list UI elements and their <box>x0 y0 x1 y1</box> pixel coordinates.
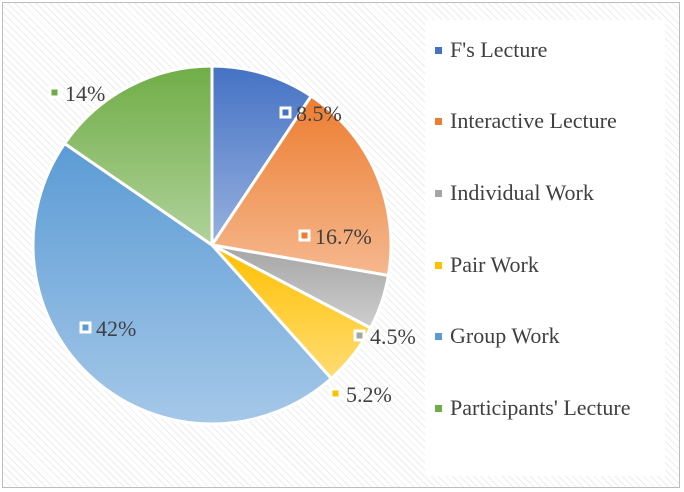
legend-item-interactive-lecture: Interactive Lecture <box>435 108 660 134</box>
legend-swatch-pair-work <box>435 262 442 269</box>
data-label-pair-work: 5.2% <box>346 382 392 407</box>
legend-label-individual-work: Individual Work <box>450 180 594 205</box>
data-label-key-interactive-lecture <box>298 229 311 242</box>
legend-label-interactive-lecture: Interactive Lecture <box>450 108 617 133</box>
legend-label-fs-lecture: F's Lecture <box>450 37 548 62</box>
data-label-key-f-s-lecture <box>279 106 292 119</box>
legend-item-group-work: Group Work <box>435 323 660 349</box>
pie-slice-participants-lecture <box>62 64 214 248</box>
legend-item-individual-work: Individual Work <box>435 180 660 206</box>
legend-label-group-work: Group Work <box>450 323 560 348</box>
data-label-f-s-lecture: 8.5% <box>296 101 342 126</box>
data-label-key-pair-work <box>329 387 342 400</box>
data-label-individual-work: 4.5% <box>370 324 416 349</box>
data-label-interactive-lecture: 16.7% <box>315 224 372 249</box>
legend-swatch-group-work <box>435 333 442 340</box>
legend: F's Lecture Interactive Lecture Individu… <box>425 20 665 476</box>
legend-swatch-interactive-lecture <box>435 118 442 125</box>
data-label-key-individual-work <box>353 329 366 342</box>
pie-slice-group-work <box>31 141 334 426</box>
data-label-participants-lecture: 14% <box>65 81 105 106</box>
pie-slice-interactive-lecture <box>209 93 393 278</box>
legend-swatch-individual-work <box>435 190 442 197</box>
data-label-key-participants-lecture <box>48 86 61 99</box>
legend-item-pair-work: Pair Work <box>435 252 660 278</box>
legend-item-participants-lecture: Participants' Lecture <box>435 395 660 421</box>
legend-label-pair-work: Pair Work <box>450 252 539 277</box>
legend-swatch-participants-lecture <box>435 405 442 412</box>
legend-item-fs-lecture: F's Lecture <box>435 37 660 63</box>
data-label-key-group-work <box>79 321 92 334</box>
legend-swatch-fs-lecture <box>435 47 442 54</box>
legend-label-participants-lecture: Participants' Lecture <box>450 395 631 420</box>
data-label-group-work: 42% <box>96 316 136 341</box>
